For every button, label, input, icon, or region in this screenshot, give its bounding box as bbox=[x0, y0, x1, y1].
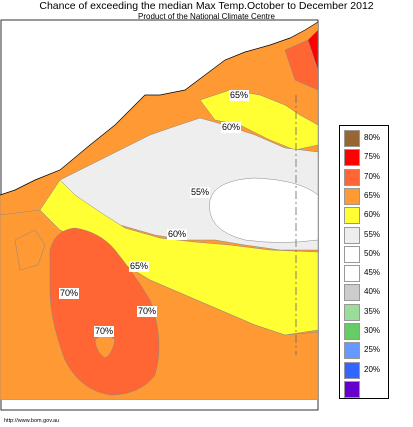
legend-item: 40% bbox=[340, 284, 388, 304]
legend-swatch bbox=[344, 149, 360, 167]
legend-label: 20% bbox=[364, 364, 381, 374]
legend-label: 60% bbox=[364, 210, 381, 220]
contour-label-west-70: 70% bbox=[59, 288, 80, 299]
legend-swatch bbox=[344, 130, 360, 147]
legend-label: 80% bbox=[364, 133, 381, 142]
color-legend: 80% 75% 70% 65% 60% 55% 50% 45% 40% 35% 30% 25% 20% bbox=[339, 125, 389, 399]
legend-swatch bbox=[344, 303, 360, 321]
legend-item bbox=[340, 380, 388, 401]
contour-label-central-55: 55% bbox=[190, 187, 211, 198]
legend-item: 80% bbox=[340, 130, 388, 150]
region-70-northeast bbox=[284, 39, 318, 91]
contour-label-sw-70b: 70% bbox=[94, 326, 115, 337]
legend-label: 70% bbox=[364, 171, 381, 181]
legend-swatch bbox=[344, 265, 360, 283]
contour-label-central-60: 60% bbox=[167, 229, 188, 240]
legend-label: 55% bbox=[364, 229, 381, 239]
legend-label: 65% bbox=[364, 190, 381, 200]
legend-item: 75% bbox=[340, 149, 388, 169]
contour-label-north-60: 60% bbox=[221, 122, 242, 133]
region-70-southwest bbox=[49, 227, 160, 396]
legend-item: 35% bbox=[340, 303, 388, 324]
legend-item: 20% bbox=[340, 361, 388, 382]
legend-item: 65% bbox=[340, 187, 388, 208]
legend-swatch bbox=[344, 187, 360, 205]
map-title: Chance of exceeding the median Max Temp.… bbox=[39, 0, 374, 12]
legend-item: 30% bbox=[340, 323, 388, 343]
legend-swatch bbox=[344, 245, 360, 263]
legend-item: 45% bbox=[340, 265, 388, 285]
legend-label: 25% bbox=[364, 345, 381, 355]
land-area bbox=[0, 22, 318, 400]
legend-swatch bbox=[344, 361, 360, 379]
contour-label-sw-70a: 70% bbox=[137, 306, 158, 317]
legend-label: 40% bbox=[364, 287, 381, 297]
legend-label: 75% bbox=[364, 152, 381, 162]
legend-swatch bbox=[344, 284, 360, 302]
legend-item: 25% bbox=[340, 342, 388, 362]
coastline bbox=[0, 21, 319, 196]
legend-swatch bbox=[344, 226, 360, 244]
map-subtitle: Product of the National Climate Centre bbox=[138, 12, 275, 21]
legend-swatch bbox=[344, 380, 360, 398]
legend-label: 35% bbox=[364, 306, 381, 316]
legend-item: 70% bbox=[340, 168, 388, 189]
legend-label: 50% bbox=[364, 248, 381, 258]
legend-item: 50% bbox=[340, 245, 388, 266]
contour-label-north-65: 65% bbox=[229, 90, 250, 101]
legend-label: 45% bbox=[364, 268, 381, 278]
legend-label: 30% bbox=[364, 326, 381, 335]
region-50-central bbox=[209, 177, 318, 243]
contour-label-south-65: 65% bbox=[129, 261, 150, 272]
legend-swatch bbox=[344, 342, 360, 360]
legend-item: 60% bbox=[340, 207, 388, 227]
legend-swatch bbox=[344, 168, 360, 186]
legend-swatch bbox=[344, 323, 360, 340]
legend-item: 55% bbox=[340, 226, 388, 247]
legend-swatch bbox=[344, 207, 360, 225]
credit-url: http://www.bom.gov.au bbox=[4, 418, 60, 424]
region-65-west-coast bbox=[14, 229, 46, 271]
